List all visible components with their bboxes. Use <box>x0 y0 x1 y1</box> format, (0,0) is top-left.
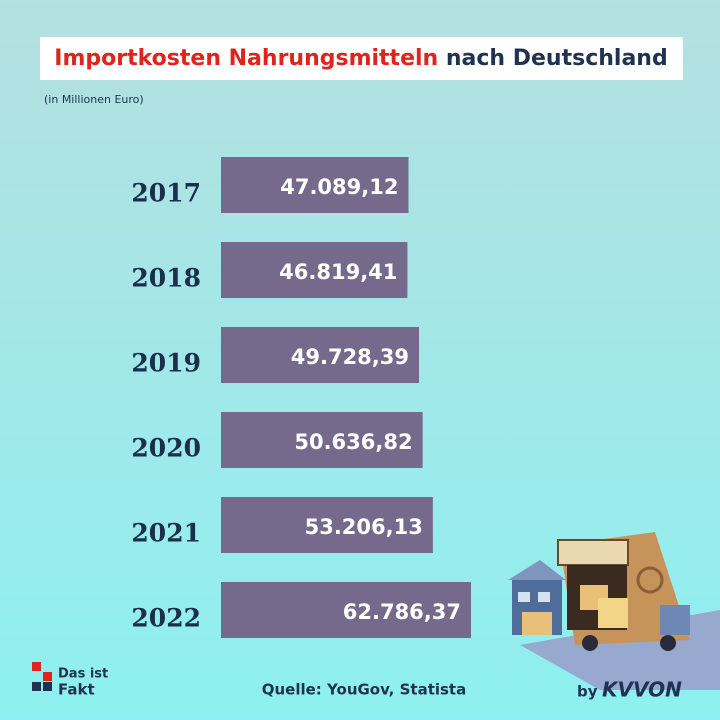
value-label: 50.636,82 <box>294 430 412 454</box>
category-label: 2020 <box>131 434 201 463</box>
category-label: 2018 <box>131 264 201 293</box>
title-highlight: Importkosten Nahrungsmitteln <box>54 46 438 71</box>
logo-text: Fakt <box>58 681 95 699</box>
title-box <box>40 37 683 80</box>
bar <box>221 242 408 298</box>
category-label: 2022 <box>131 604 201 633</box>
bar <box>221 497 433 553</box>
value-label: 53.206,13 <box>305 515 423 539</box>
title-rest: nach Deutschland <box>446 46 668 71</box>
bar <box>221 412 423 468</box>
value-label: 47.089,12 <box>280 175 398 199</box>
source: Quelle: YouGov, Statista <box>262 681 466 699</box>
category-label: 2021 <box>131 519 201 548</box>
bar <box>221 582 471 638</box>
logo-text: Das ist <box>58 667 108 682</box>
subtitle: (in Millionen Euro) <box>44 93 144 106</box>
logo: Das ist Fakt <box>32 662 108 699</box>
category-label: 2019 <box>131 349 201 378</box>
chart-title: Importkosten Nahrungsmitteln nach Deutsc… <box>54 46 667 71</box>
brand-name: KVVON <box>602 678 682 702</box>
value-label: 49.728,39 <box>291 345 409 369</box>
value-label: 46.819,41 <box>279 260 397 284</box>
illustration <box>508 532 720 690</box>
bar <box>221 157 409 213</box>
brand-by: by <box>577 683 598 701</box>
bar <box>221 327 420 383</box>
category-label: 2017 <box>131 179 201 208</box>
value-label: 62.786,37 <box>343 600 461 624</box>
